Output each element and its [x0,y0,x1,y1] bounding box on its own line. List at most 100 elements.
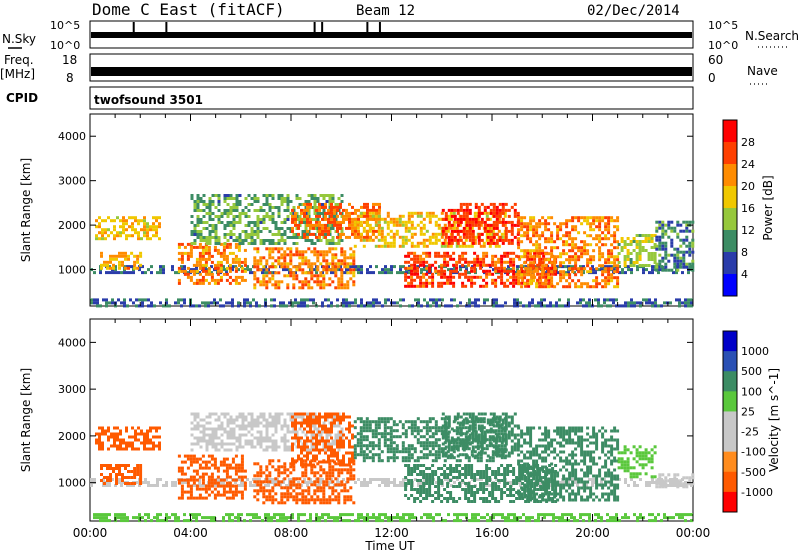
data-cell [240,496,244,500]
data-cell [300,463,303,467]
data-cell [615,298,618,302]
data-cell [316,259,320,263]
data-cell [116,216,119,220]
data-cell [342,478,345,481]
data-cell [304,200,308,203]
data-cell [330,478,333,481]
data-cell [607,273,611,277]
data-cell [256,415,260,419]
data-cell [115,482,118,485]
data-cell [498,211,502,215]
data-cell [464,226,468,230]
data-cell [198,271,201,275]
colorbar-swatch [723,186,737,209]
data-cell [193,224,197,227]
data-cell [452,263,456,267]
data-cell [264,298,267,302]
data-cell [186,490,190,494]
data-cell [103,482,106,485]
data-cell [562,276,566,280]
data-cell [654,301,657,305]
data-cell [262,283,266,287]
data-cell [280,247,284,251]
data-cell [312,442,315,446]
data-cell [225,484,229,488]
data-cell [322,259,326,263]
data-cell [513,211,517,215]
data-cell [607,237,611,241]
data-cell [256,262,260,266]
data-cell [291,463,294,467]
data-cell [443,272,447,276]
data-cell [265,498,269,502]
data-cell [664,262,668,266]
data-cell [621,268,624,272]
data-cell [250,424,254,428]
data-cell [414,478,417,481]
nsearch-top: 10^5 [708,19,738,32]
data-cell [130,470,134,473]
data-cell [309,217,312,221]
data-cell [271,445,275,449]
data-cell [222,245,226,249]
data-cell [334,424,338,428]
data-cell [196,200,200,203]
data-cell [319,194,323,197]
data-cell [372,229,375,233]
data-cell [307,477,311,481]
data-cell [383,244,387,248]
data-cell [301,501,305,505]
data-cell [271,459,275,463]
data-cell [294,433,297,437]
data-cell [268,215,272,218]
data-cell [256,498,260,502]
data-cell [307,286,311,290]
data-cell [349,277,353,281]
data-cell [558,304,561,308]
data-cell [324,223,327,227]
data-cell [664,241,668,245]
data-cell [225,463,229,467]
data-cell [201,487,205,491]
data-cell [316,200,320,203]
data-cell [538,276,542,280]
data-cell [363,202,366,206]
data-cell [190,233,194,236]
data-cell [96,298,99,302]
data-cell [207,257,211,261]
data-cell [318,208,321,212]
data-cell [240,457,244,461]
data-cell [220,212,224,215]
data-cell [479,284,483,288]
data-cell [217,239,221,242]
data-cell [259,421,263,425]
data-cell [304,433,308,437]
data-cell [362,238,366,242]
freq-label: Freq. [4,53,34,67]
data-cell [256,247,260,251]
data-cell [235,448,239,452]
data-cell [180,490,184,494]
data-cell [132,271,135,275]
data-cell [337,277,341,281]
data-cell [567,271,570,275]
data-cell [444,235,448,239]
data-cell [562,285,566,289]
data-cell [207,484,211,488]
data-cell [334,274,338,278]
cpid-label: CPID [6,91,38,105]
data-cell [346,498,350,502]
data-cell [550,252,554,256]
data-cell [180,265,183,269]
data-cell [443,244,447,248]
data-cell [366,211,369,215]
data-cell [616,264,620,268]
data-cell [455,260,459,264]
data-cell [337,239,341,242]
data-cell [286,489,290,493]
colorbar-swatch [723,120,737,143]
data-cell [330,271,333,275]
data-cell [213,457,217,461]
data-cell [331,471,335,475]
data-cell [610,243,614,247]
